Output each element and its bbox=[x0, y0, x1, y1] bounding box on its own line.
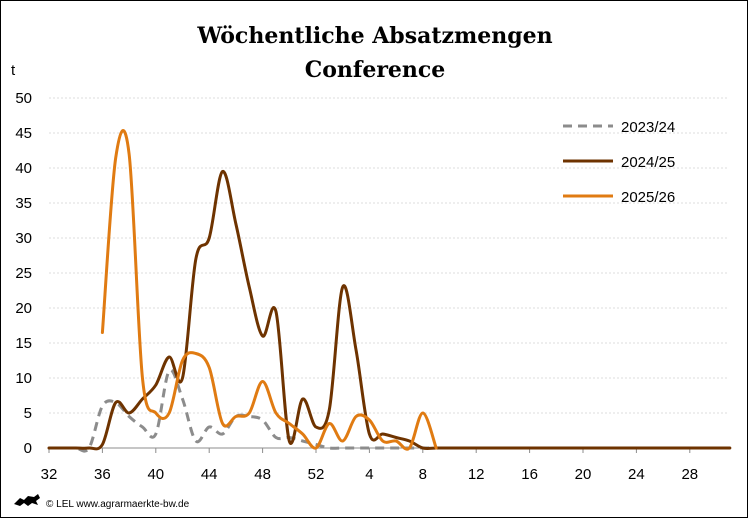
y-tick-label: 5 bbox=[24, 405, 32, 422]
legend-label: 2024/25 bbox=[621, 154, 675, 171]
y-tick-label: 0 bbox=[24, 440, 32, 457]
x-tick-label: 12 bbox=[468, 466, 485, 483]
x-tick-label: 24 bbox=[628, 466, 645, 483]
y-tick-label: 40 bbox=[15, 160, 32, 177]
y-axis-ticks: 0 5 10 15 20 25 30 35 40 45 50 bbox=[15, 90, 32, 457]
chart-title: Wöchentliche Absatzmengen bbox=[196, 23, 552, 49]
x-tick-label: 28 bbox=[681, 466, 698, 483]
x-tick-label: 16 bbox=[521, 466, 538, 483]
legend-label: 2025/26 bbox=[621, 189, 675, 206]
x-tick-label: 40 bbox=[147, 466, 164, 483]
y-tick-label: 25 bbox=[15, 265, 32, 282]
y-tick-label: 15 bbox=[15, 335, 32, 352]
y-tick-label: 30 bbox=[15, 230, 32, 247]
x-tick-label: 4 bbox=[365, 466, 373, 483]
x-tick-label: 32 bbox=[41, 466, 58, 483]
gridlines bbox=[49, 97, 728, 449]
x-tick-label: 44 bbox=[201, 466, 218, 483]
y-tick-label: 50 bbox=[15, 90, 32, 107]
series-line-2025-26 bbox=[100, 129, 438, 451]
legend: 2023/24 2024/25 2025/26 bbox=[563, 119, 675, 206]
chart-subtitle: Conference bbox=[305, 57, 446, 83]
series-lines bbox=[47, 129, 732, 453]
y-tick-label: 45 bbox=[15, 125, 32, 142]
y-tick-label: 35 bbox=[15, 195, 32, 212]
x-axis-ticks: 32 36 40 44 48 52 4 8 12 16 20 24 28 bbox=[41, 448, 698, 483]
x-tick-label: 48 bbox=[254, 466, 271, 483]
footer: © LEL www.agrarmaerkte-bw.de bbox=[14, 494, 190, 510]
legend-label: 2023/24 bbox=[621, 119, 675, 136]
x-tick-label: 8 bbox=[419, 466, 427, 483]
series-line-2024-25 bbox=[47, 169, 732, 451]
y-tick-label: 10 bbox=[15, 370, 32, 387]
footer-credit: © LEL www.agrarmaerkte-bw.de bbox=[46, 499, 190, 510]
x-tick-label: 36 bbox=[94, 466, 111, 483]
y-tick-label: 20 bbox=[15, 300, 32, 317]
y-axis-unit: t bbox=[11, 62, 16, 79]
lion-logo bbox=[14, 494, 40, 506]
x-tick-label: 20 bbox=[575, 466, 592, 483]
x-tick-label: 52 bbox=[308, 466, 325, 483]
